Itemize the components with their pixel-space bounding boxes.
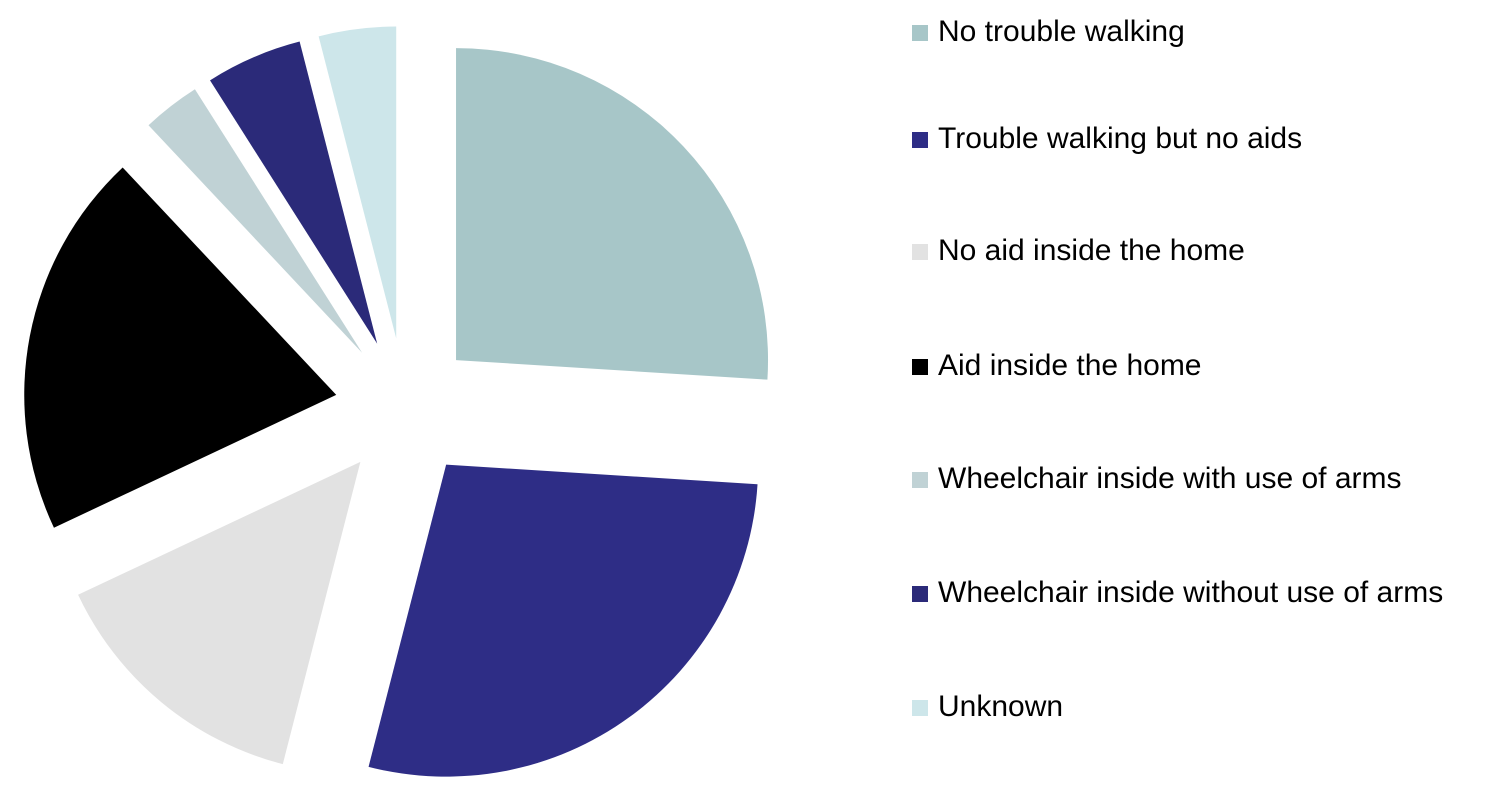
pie-slice (456, 48, 769, 380)
legend-label: Aid inside the home (938, 349, 1202, 382)
legend-swatch (912, 586, 928, 602)
legend-label: Unknown (938, 690, 1064, 723)
pie-slice (368, 464, 758, 777)
legend-label: No aid inside the home (938, 234, 1245, 267)
legend-item: Aid inside the home (912, 344, 1478, 388)
pie (24, 26, 769, 777)
legend-item: Trouble walking but no aids (912, 117, 1478, 161)
legend-item: Wheelchair inside without use of arms (912, 571, 1478, 615)
legend-item: No trouble walking (912, 10, 1478, 54)
legend-swatch (912, 472, 928, 488)
legend-label: Trouble walking but no aids (938, 122, 1303, 155)
legend-item: No aid inside the home (912, 229, 1478, 273)
legend-swatch (912, 244, 928, 260)
legend-swatch (912, 700, 928, 716)
pie-slice (78, 461, 361, 765)
legend-swatch (912, 359, 928, 375)
pie-slice (24, 167, 337, 528)
legend-swatch (912, 132, 928, 148)
legend-label: No trouble walking (938, 15, 1185, 48)
legend-item: Unknown (912, 685, 1478, 729)
pie-slice (148, 89, 363, 353)
legend-label: Wheelchair inside with use of arms (938, 462, 1402, 495)
legend-swatch (912, 25, 928, 41)
pie-slice (210, 41, 378, 344)
legend-label: Wheelchair inside without use of arms (938, 576, 1444, 609)
pie-slice (318, 26, 397, 339)
legend-item: Wheelchair inside with use of arms (912, 457, 1478, 501)
